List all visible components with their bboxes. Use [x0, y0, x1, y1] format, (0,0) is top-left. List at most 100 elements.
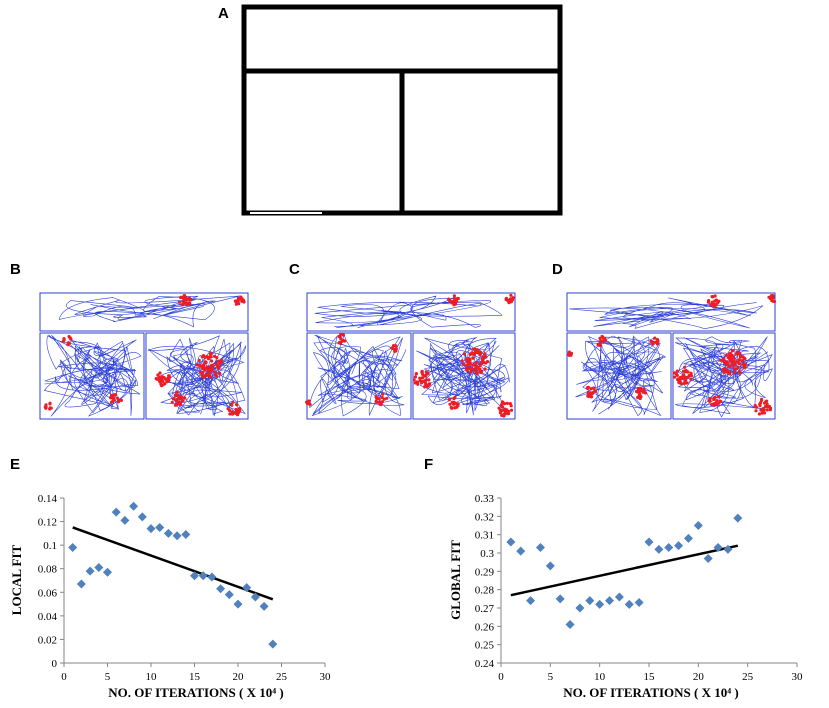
data-point	[683, 533, 693, 543]
y-tick-label: 0.12	[38, 517, 57, 529]
data-point	[614, 592, 624, 602]
y-tick-label: 0.28	[475, 585, 495, 597]
data-point	[693, 521, 703, 530]
panel-label-c: C	[289, 261, 300, 278]
data-point	[103, 567, 112, 577]
x-tick-label: 10	[594, 671, 606, 683]
data-point	[644, 537, 654, 547]
x-tick-label: 20	[693, 671, 705, 683]
data-point	[259, 601, 269, 611]
chart-local-fit: 0 0.02 0.04 0.06 0.08 0.1 0.12 0.14 0 5 10 15 20 25 30…	[9, 493, 332, 700]
data-point	[545, 561, 555, 571]
y-tick-label: 0.02	[38, 634, 57, 646]
data-point	[163, 528, 173, 538]
trajectory-plot-d	[566, 292, 777, 420]
data-point	[268, 639, 278, 649]
data-point	[565, 620, 575, 629]
data-point	[664, 543, 674, 552]
data-point	[250, 592, 260, 602]
x-tick-label: 30	[320, 671, 332, 683]
y-tick-label: 0.1	[43, 540, 57, 552]
data-point	[233, 599, 243, 609]
trajectory-room-top	[39, 292, 249, 332]
data-point	[605, 596, 615, 606]
x-tick-label: 5	[105, 671, 111, 683]
trajectory-room-right	[412, 332, 516, 420]
x-tick-label: 25	[276, 671, 288, 683]
y-axis-title: GLOBAL FIT	[448, 540, 463, 620]
x-tick-label: 15	[189, 671, 201, 683]
x-tick-label: 30	[792, 671, 804, 683]
y-tick-label: 0.3	[480, 548, 494, 560]
firing-field	[43, 293, 246, 417]
firing-field	[305, 293, 515, 418]
x-tick-label: 5	[548, 671, 554, 683]
data-point	[634, 598, 644, 607]
data-point	[575, 603, 585, 613]
maze-floor-plan	[241, 4, 563, 216]
data-point	[703, 554, 713, 563]
x-tick-label: 10	[146, 671, 158, 683]
trajectory-plot-b	[39, 292, 249, 420]
data-point	[713, 543, 723, 552]
trajectory-room-left	[39, 332, 145, 420]
y-tick-label: 0.32	[475, 511, 494, 523]
data-point	[137, 512, 147, 522]
y-tick-label: 0.26	[475, 621, 495, 633]
y-tick-label: 0.31	[475, 530, 494, 542]
firing-field	[567, 294, 777, 416]
data-point	[526, 596, 536, 606]
data-point	[94, 563, 104, 573]
trendline	[72, 526, 274, 601]
y-tick-label: 0	[52, 658, 58, 670]
data-point	[242, 583, 252, 593]
data-point	[68, 543, 78, 552]
panel-label-e: E	[10, 456, 21, 473]
trajectory-room-right	[672, 332, 776, 420]
x-tick-label: 15	[644, 671, 656, 683]
trendline	[510, 544, 739, 597]
y-tick-label: 0.08	[38, 564, 58, 576]
y-tick-label: 0.27	[475, 603, 495, 615]
chart-global-fit: 0.24 0.25 0.26 0.27 0.28 0.29 0.3 0.31 0.32 0.33 0…	[448, 493, 804, 700]
panel-label-d: D	[552, 261, 563, 278]
x-tick-label: 0	[498, 671, 504, 683]
data-point	[654, 544, 664, 554]
trajectory-path	[569, 297, 773, 418]
y-tick-label: 0.29	[475, 566, 495, 578]
trajectory-room-left	[566, 332, 672, 420]
x-axis-title: NO. OF ITERATIONS ( X 10⁴ )	[563, 685, 738, 700]
y-tick-label: 0.04	[38, 611, 58, 623]
panel-label-a: A	[218, 5, 229, 22]
data-point	[674, 541, 684, 551]
x-tick-label: 25	[742, 671, 754, 683]
trajectory-room-top	[566, 292, 776, 332]
data-point	[76, 579, 86, 589]
panel-label-f: F	[424, 456, 434, 473]
y-tick-label: 0.06	[38, 587, 58, 599]
data-point	[198, 571, 208, 581]
data-point	[506, 537, 516, 547]
trajectory-room-top	[306, 292, 516, 332]
trajectory-room-left	[306, 332, 412, 420]
trajectory-path	[43, 295, 247, 417]
data-point	[129, 501, 139, 511]
data-point	[733, 513, 743, 523]
panel-label-b: B	[10, 261, 21, 278]
data-point	[190, 571, 199, 581]
data-point	[224, 590, 234, 600]
x-axis-title: NO. OF ITERATIONS ( X 10⁴ )	[108, 685, 283, 700]
data-point	[585, 596, 595, 606]
y-tick-label: 0.33	[475, 493, 495, 505]
y-tick-label: 0.24	[475, 658, 495, 670]
data-point	[595, 599, 605, 609]
data-point	[155, 522, 165, 532]
data-point	[111, 507, 121, 517]
data-point	[146, 524, 156, 534]
trajectory-room-right	[145, 332, 249, 420]
y-tick-label: 0.25	[475, 640, 495, 652]
data-point	[85, 566, 95, 576]
x-tick-label: 0	[61, 671, 67, 683]
trajectory-plot-c	[305, 292, 516, 420]
y-tick-label: 0.14	[38, 493, 58, 505]
